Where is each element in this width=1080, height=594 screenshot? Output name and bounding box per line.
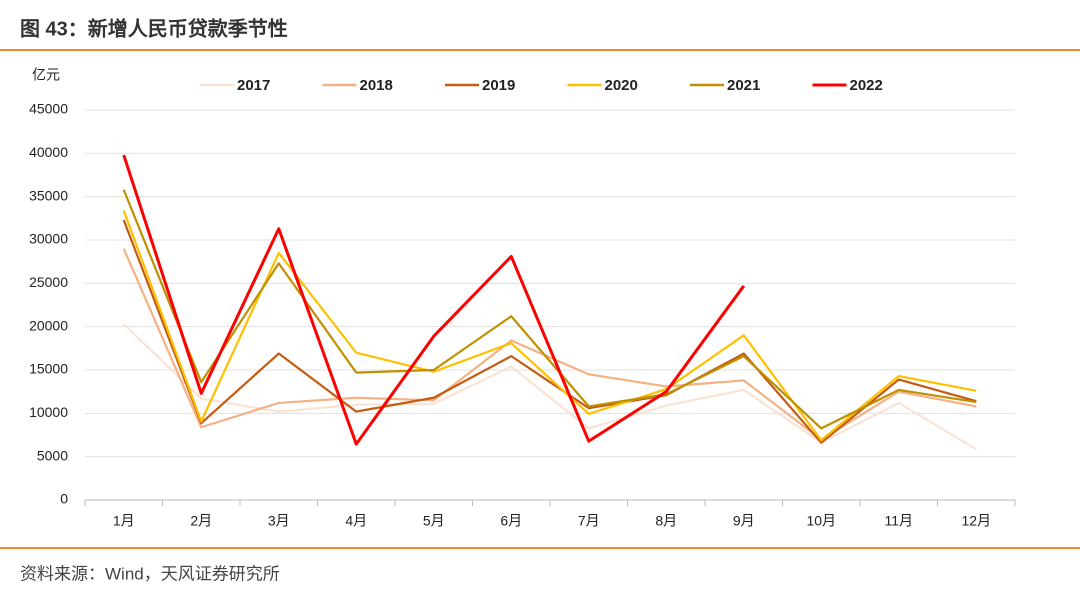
series-line [122,323,977,451]
y-tick-label: 35000 [29,187,68,203]
x-tick-label: 7月 [578,513,600,529]
series-line [122,189,977,430]
x-tick-label: 6月 [500,513,522,529]
y-axis-label: 亿元 [32,67,60,83]
x-tick-label: 2月 [190,513,212,529]
series-line [122,219,977,444]
chart-title: 图 43：新增人民币贷款季节性 [20,16,288,40]
series-line [122,248,977,441]
y-tick-label: 40000 [29,144,68,160]
y-tick-label: 25000 [29,274,68,290]
y-tick-label: 45000 [29,101,68,117]
y-tick-label: 10000 [29,404,68,420]
legend-label: 2021 [727,77,760,94]
x-tick-label: 1月 [113,513,135,529]
x-tick-label: 10月 [806,513,836,529]
x-tick-label: 8月 [655,513,677,529]
source-note: 资料来源：Wind，天风证券研究所 [20,564,280,583]
legend-label: 2020 [605,77,638,94]
series-line [122,154,745,446]
legend-label: 2022 [850,77,883,94]
legend-label: 2018 [360,77,393,94]
x-tick-label: 11月 [884,513,913,529]
x-tick-label: 3月 [268,513,290,529]
x-tick-label: 9月 [733,513,755,529]
x-tick-label: 5月 [423,513,445,529]
y-tick-label: 30000 [29,231,68,247]
legend-label: 2017 [237,77,270,94]
y-tick-label: 20000 [29,317,68,333]
y-tick-label: 0 [60,491,68,507]
legend-label: 2019 [482,77,515,94]
y-tick-label: 5000 [37,447,68,463]
x-tick-label: 12月 [961,513,991,529]
series-line [122,210,977,442]
x-tick-label: 4月 [345,513,367,529]
y-tick-label: 15000 [29,361,68,377]
